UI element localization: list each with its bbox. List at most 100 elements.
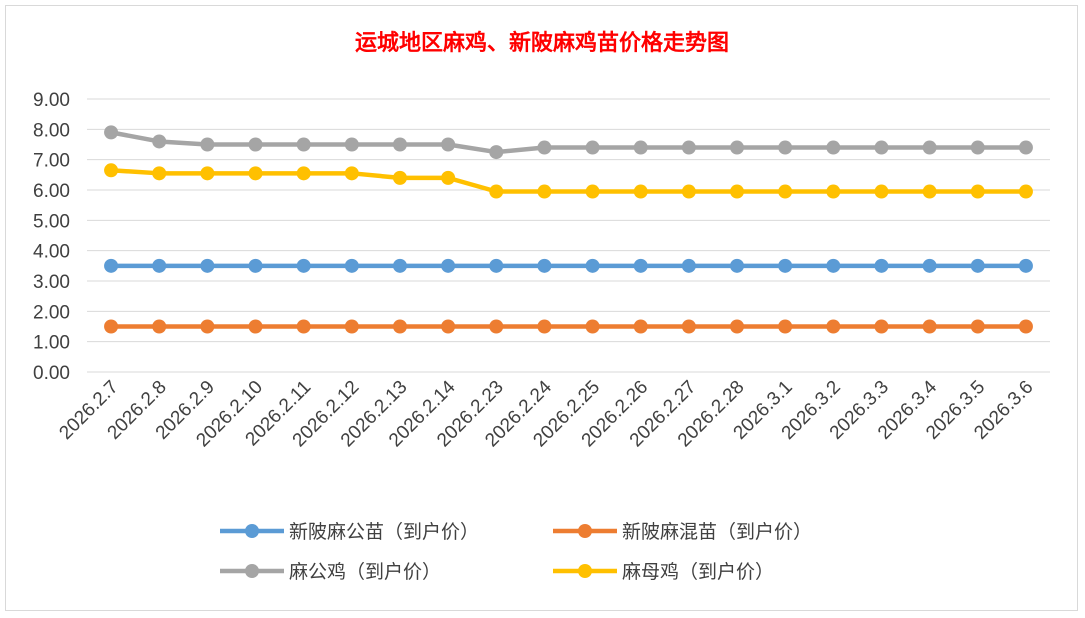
legend-item: 新陂麻混苗（到户价） (553, 521, 812, 543)
series-group (104, 125, 1033, 334)
data-point (104, 319, 119, 334)
data-point (633, 258, 648, 273)
data-point (1018, 140, 1033, 155)
data-point (1018, 258, 1033, 273)
legend-item: 新陂麻公苗（到户价） (220, 521, 479, 543)
data-point (826, 184, 841, 199)
data-point (778, 184, 793, 199)
data-point (633, 319, 648, 334)
data-point (1018, 184, 1033, 199)
data-point (681, 319, 696, 334)
data-point (778, 140, 793, 155)
data-point (392, 258, 407, 273)
data-point (441, 319, 456, 334)
y-tick-label: 8.00 (33, 120, 70, 141)
data-point (537, 258, 552, 273)
data-point (778, 258, 793, 273)
data-point (200, 319, 215, 334)
y-tick-label: 5.00 (33, 211, 70, 232)
data-point (489, 258, 504, 273)
data-point (344, 319, 359, 334)
legend-label: 新陂麻混苗（到户价） (622, 521, 812, 543)
legend-item: 麻公鸡（到户价） (220, 561, 441, 583)
y-tick-label: 2.00 (33, 302, 70, 323)
data-point (296, 166, 311, 181)
data-point (874, 140, 889, 155)
data-point (826, 319, 841, 334)
legend-marker (245, 524, 259, 538)
y-axis-ticks: 0.00 1.00 2.00 3.00 4.00 5.00 6.00 7.00 8.00 9.00 (33, 90, 70, 384)
data-point (681, 140, 696, 155)
data-point (441, 170, 456, 185)
data-point (296, 258, 311, 273)
series-line (110, 168, 1026, 194)
data-point (104, 125, 119, 140)
legend-label: 新陂麻公苗（到户价） (289, 521, 479, 543)
data-point (344, 137, 359, 152)
data-point (248, 319, 263, 334)
data-point (248, 258, 263, 273)
data-point (489, 184, 504, 199)
data-point (152, 258, 167, 273)
data-point (296, 137, 311, 152)
data-point (922, 258, 937, 273)
data-point (826, 140, 841, 155)
grid (87, 98, 1050, 373)
data-point (970, 319, 985, 334)
legend-label: 麻公鸡（到户价） (289, 561, 441, 583)
data-point (922, 140, 937, 155)
series-1 (104, 319, 1033, 334)
data-point (152, 134, 167, 149)
data-point (248, 137, 263, 152)
data-point (633, 184, 648, 199)
data-point (681, 184, 696, 199)
data-point (200, 166, 215, 181)
data-point (633, 140, 648, 155)
y-tick-label: 6.00 (33, 181, 70, 202)
data-point (537, 140, 552, 155)
data-point (874, 319, 889, 334)
x-axis-ticks: 2026.2.72026.2.82026.2.92026.2.102026.2.… (55, 376, 1037, 451)
legend-label: 麻母鸡（到户价） (622, 561, 774, 583)
data-point (730, 319, 745, 334)
data-point (296, 319, 311, 334)
chart-frame (5, 5, 1078, 611)
data-point (585, 184, 600, 199)
data-point (441, 258, 456, 273)
y-tick-label: 4.00 (33, 242, 70, 263)
data-point (730, 184, 745, 199)
data-point (489, 145, 504, 160)
data-point (104, 163, 119, 178)
data-point (970, 184, 985, 199)
y-tick-label: 7.00 (33, 151, 70, 172)
data-point (441, 137, 456, 152)
y-tick-label: 0.00 (33, 363, 70, 384)
data-point (585, 258, 600, 273)
series-2 (104, 125, 1033, 160)
data-point (585, 319, 600, 334)
data-point (344, 258, 359, 273)
data-point (922, 184, 937, 199)
data-point (874, 184, 889, 199)
data-point (489, 319, 504, 334)
data-point (248, 166, 263, 181)
data-point (1018, 319, 1033, 334)
data-point (970, 140, 985, 155)
data-point (392, 137, 407, 152)
y-tick-label: 3.00 (33, 272, 70, 293)
data-point (392, 170, 407, 185)
data-point (104, 258, 119, 273)
data-point (200, 258, 215, 273)
series-line (110, 130, 1026, 155)
data-point (874, 258, 889, 273)
data-point (392, 319, 407, 334)
legend-marker (578, 524, 592, 538)
data-point (537, 184, 552, 199)
data-point (152, 166, 167, 181)
data-point (730, 140, 745, 155)
data-point (826, 258, 841, 273)
y-tick-label: 9.00 (33, 90, 70, 111)
legend: 新陂麻公苗（到户价） 新陂麻混苗（到户价） 麻公鸡（到户价） 麻母鸡（到户价） (220, 521, 812, 583)
